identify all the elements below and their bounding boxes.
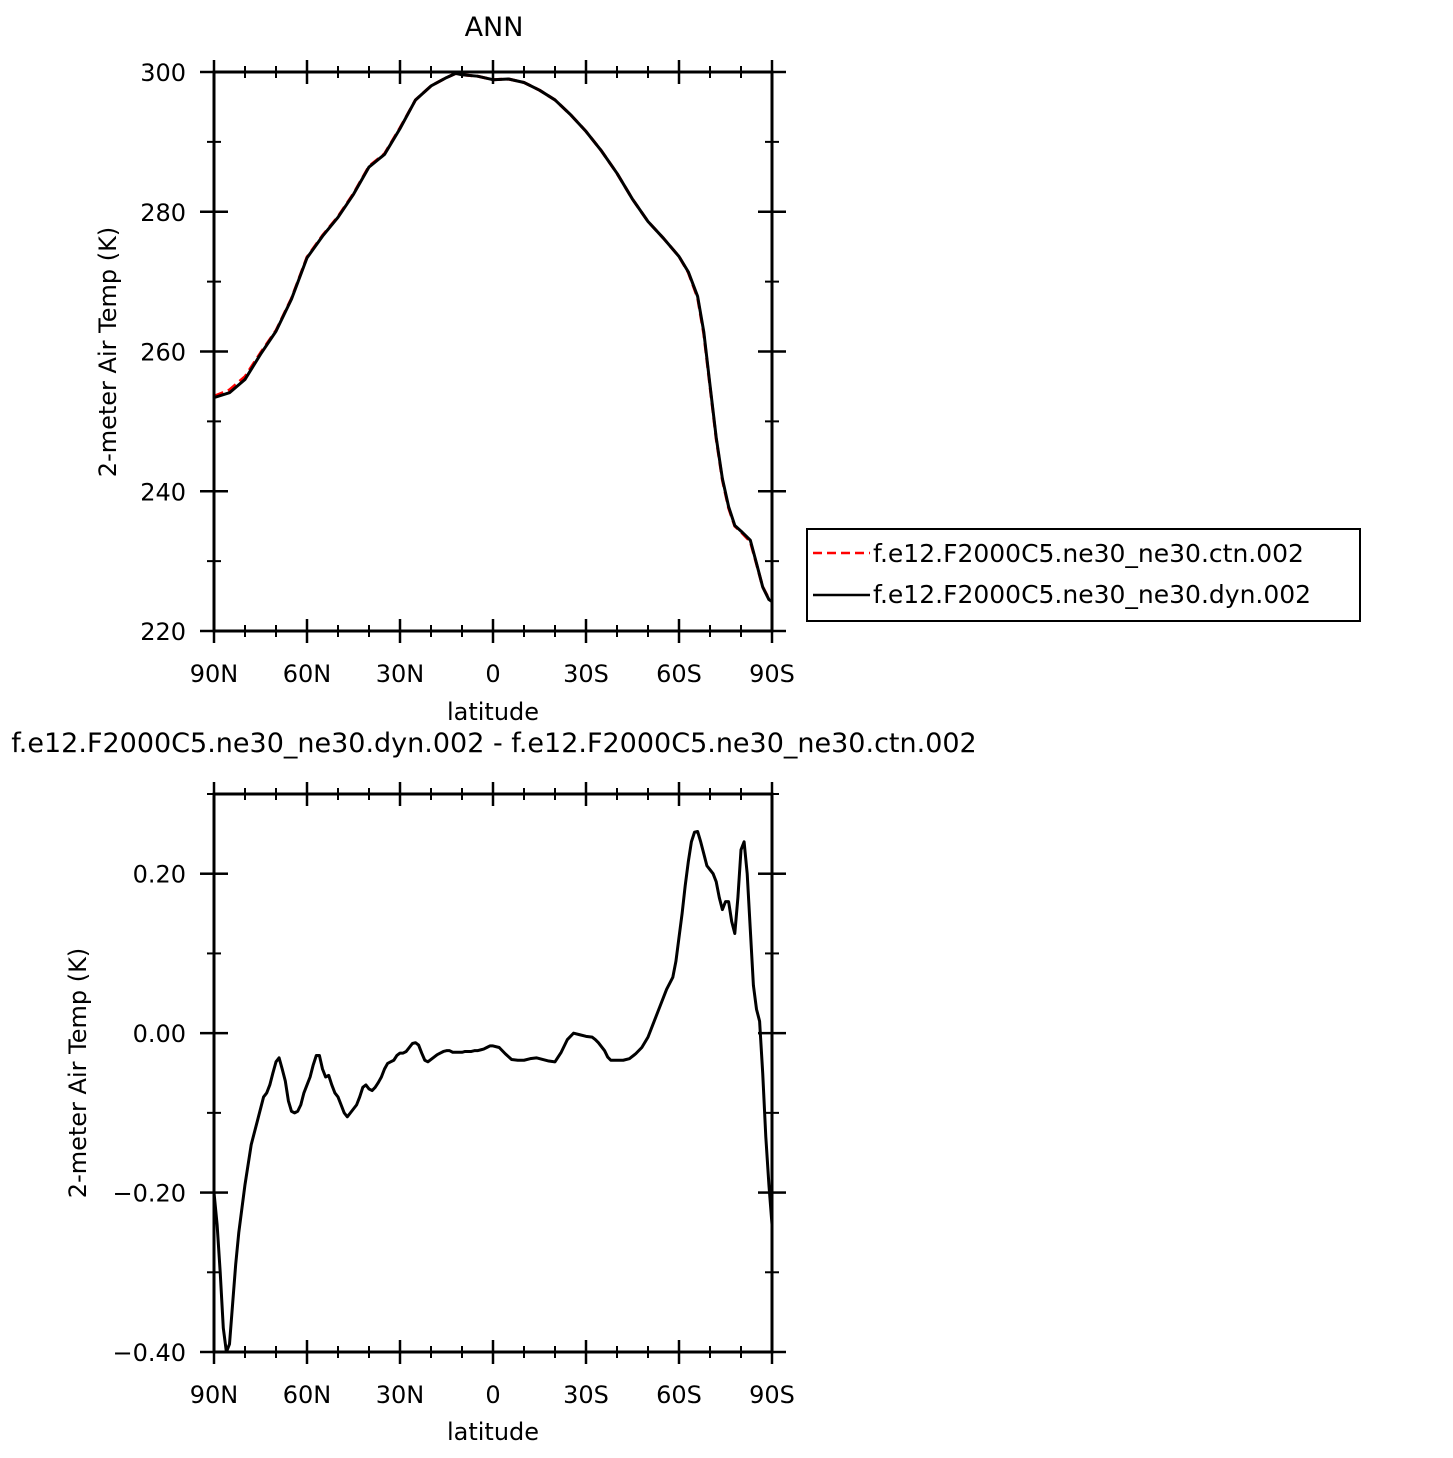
bottom-x-tick-label: 30S <box>563 1381 609 1409</box>
bottom-x-tick-label: 90S <box>749 1381 795 1409</box>
legend-label-ctn: f.e12.F2000C5.ne30_ne30.ctn.002 <box>873 539 1304 568</box>
bottom-chart-title: f.e12.F2000C5.ne30_ne30.dyn.002 - f.e12.… <box>11 728 976 759</box>
top-y-tick-label: 260 <box>140 339 186 367</box>
bottom-x-tick-label: 30N <box>376 1381 425 1409</box>
top-series-line-1 <box>213 71 773 603</box>
top-y-tick-label: 240 <box>140 478 186 506</box>
top-x-tick-label: 0 <box>485 660 500 688</box>
bottom-y-tick-label: 0.00 <box>133 1020 186 1048</box>
legend-label-dyn: f.e12.F2000C5.ne30_ne30.dyn.002 <box>873 580 1311 609</box>
bottom-x-tick-label: 0 <box>485 1381 500 1409</box>
bottom-x-tick-label: 60N <box>283 1381 332 1409</box>
top-chart: 90N 60N 30N 0 30S 60S 90S 220 240 260 280 300 <box>140 59 795 688</box>
top-x-tick-label: 30S <box>563 660 609 688</box>
bottom-x-tick-label: 60S <box>656 1381 702 1409</box>
bottom-chart-xlabel: latitude <box>447 1418 539 1446</box>
top-x-tick-label: 90N <box>190 660 239 688</box>
top-chart-title: ANN <box>465 12 524 43</box>
top-y-tick-label: 220 <box>140 618 186 646</box>
top-x-tick-label: 60S <box>656 660 702 688</box>
top-x-tick-label: 60N <box>283 660 332 688</box>
bottom-y-tick-label: −0.20 <box>112 1180 186 1208</box>
top-chart-ylabel: 2-meter Air Temp (K) <box>94 227 122 477</box>
bottom-y-tick-label: −0.40 <box>112 1339 186 1367</box>
bottom-chart: 90N 60N 30N 0 30S 60S 90S −0.40 −0.20 0.00 0.20 <box>112 782 795 1409</box>
top-chart-xlabel: latitude <box>447 698 539 726</box>
top-y-tick-label: 280 <box>140 199 186 227</box>
bottom-y-tick-label: 0.20 <box>133 861 186 889</box>
legend: f.e12.F2000C5.ne30_ne30.ctn.002 f.e12.F2… <box>806 528 1361 622</box>
bottom-x-tick-label: 90N <box>190 1381 239 1409</box>
top-x-tick-label: 90S <box>749 660 795 688</box>
top-y-tick-label: 300 <box>140 59 186 87</box>
bottom-series-line-0 <box>212 829 774 1354</box>
legend-box <box>806 528 1361 622</box>
top-x-tick-label: 30N <box>376 660 425 688</box>
bottom-chart-ylabel: 2-meter Air Temp (K) <box>64 948 92 1198</box>
